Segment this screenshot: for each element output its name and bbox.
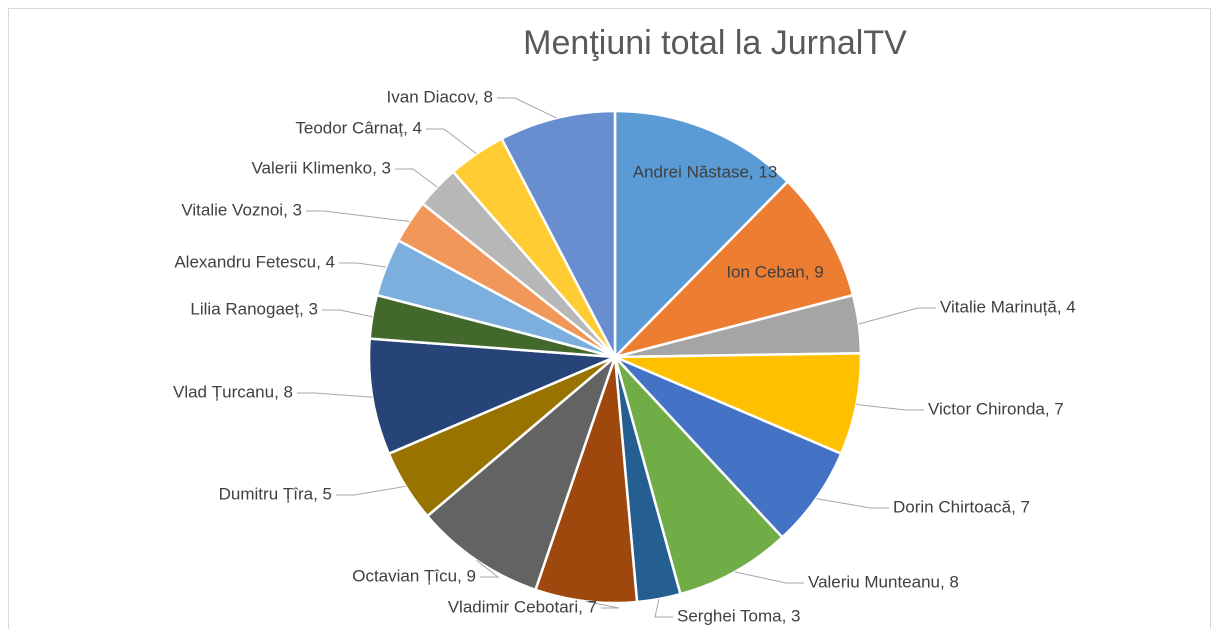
- data-label: Valeriu Munteanu, 8: [808, 572, 959, 591]
- data-label: Andrei Năstase, 13: [633, 162, 778, 181]
- leader-line: [306, 210, 410, 222]
- chart-title: Menţiuni total la JurnalTV: [523, 24, 907, 62]
- leader-line: [858, 307, 936, 325]
- data-label: Vladimir Cebotari, 7: [448, 597, 597, 616]
- data-label: Vlad Țurcanu, 8: [173, 382, 293, 401]
- leader-line: [426, 128, 477, 155]
- data-label: Victor Chironda, 7: [928, 399, 1064, 418]
- data-label: Serghei Toma, 3: [677, 606, 800, 625]
- data-label: Dumitru Țîra, 5: [219, 484, 332, 503]
- leader-line: [395, 168, 438, 188]
- leader-line: [734, 571, 804, 584]
- leader-line: [856, 404, 924, 411]
- data-label: Valerii Klimenko, 3: [251, 158, 391, 177]
- data-label: Lilia Ranogaeț, 3: [190, 299, 318, 318]
- leader-line: [654, 598, 673, 618]
- leader-line: [297, 392, 373, 398]
- leader-line: [336, 485, 406, 496]
- data-label: Ion Ceban, 9: [726, 262, 823, 281]
- pie-slice: [613, 109, 790, 361]
- leader-line: [339, 262, 387, 268]
- leader-line: [497, 97, 557, 119]
- data-label: Vitalie Voznoi, 3: [181, 200, 302, 219]
- leader-line: [585, 600, 620, 609]
- data-label: Dorin Chirtoacă, 7: [893, 497, 1030, 516]
- pie-slice: [610, 179, 855, 360]
- data-label: Alexandru Fetescu, 4: [174, 252, 335, 271]
- pie-slice: [499, 109, 617, 358]
- leader-line: [476, 559, 500, 578]
- data-label: Vitalie Marinuță, 4: [940, 297, 1076, 316]
- leader-line: [322, 309, 373, 318]
- data-label: Ivan Diacov, 8: [387, 87, 493, 106]
- leader-line: [816, 498, 889, 509]
- data-label: Teodor Cârnaț, 4: [295, 118, 422, 137]
- pie-slice: [425, 353, 618, 592]
- data-label: Octavian Țîcu, 9: [352, 566, 476, 585]
